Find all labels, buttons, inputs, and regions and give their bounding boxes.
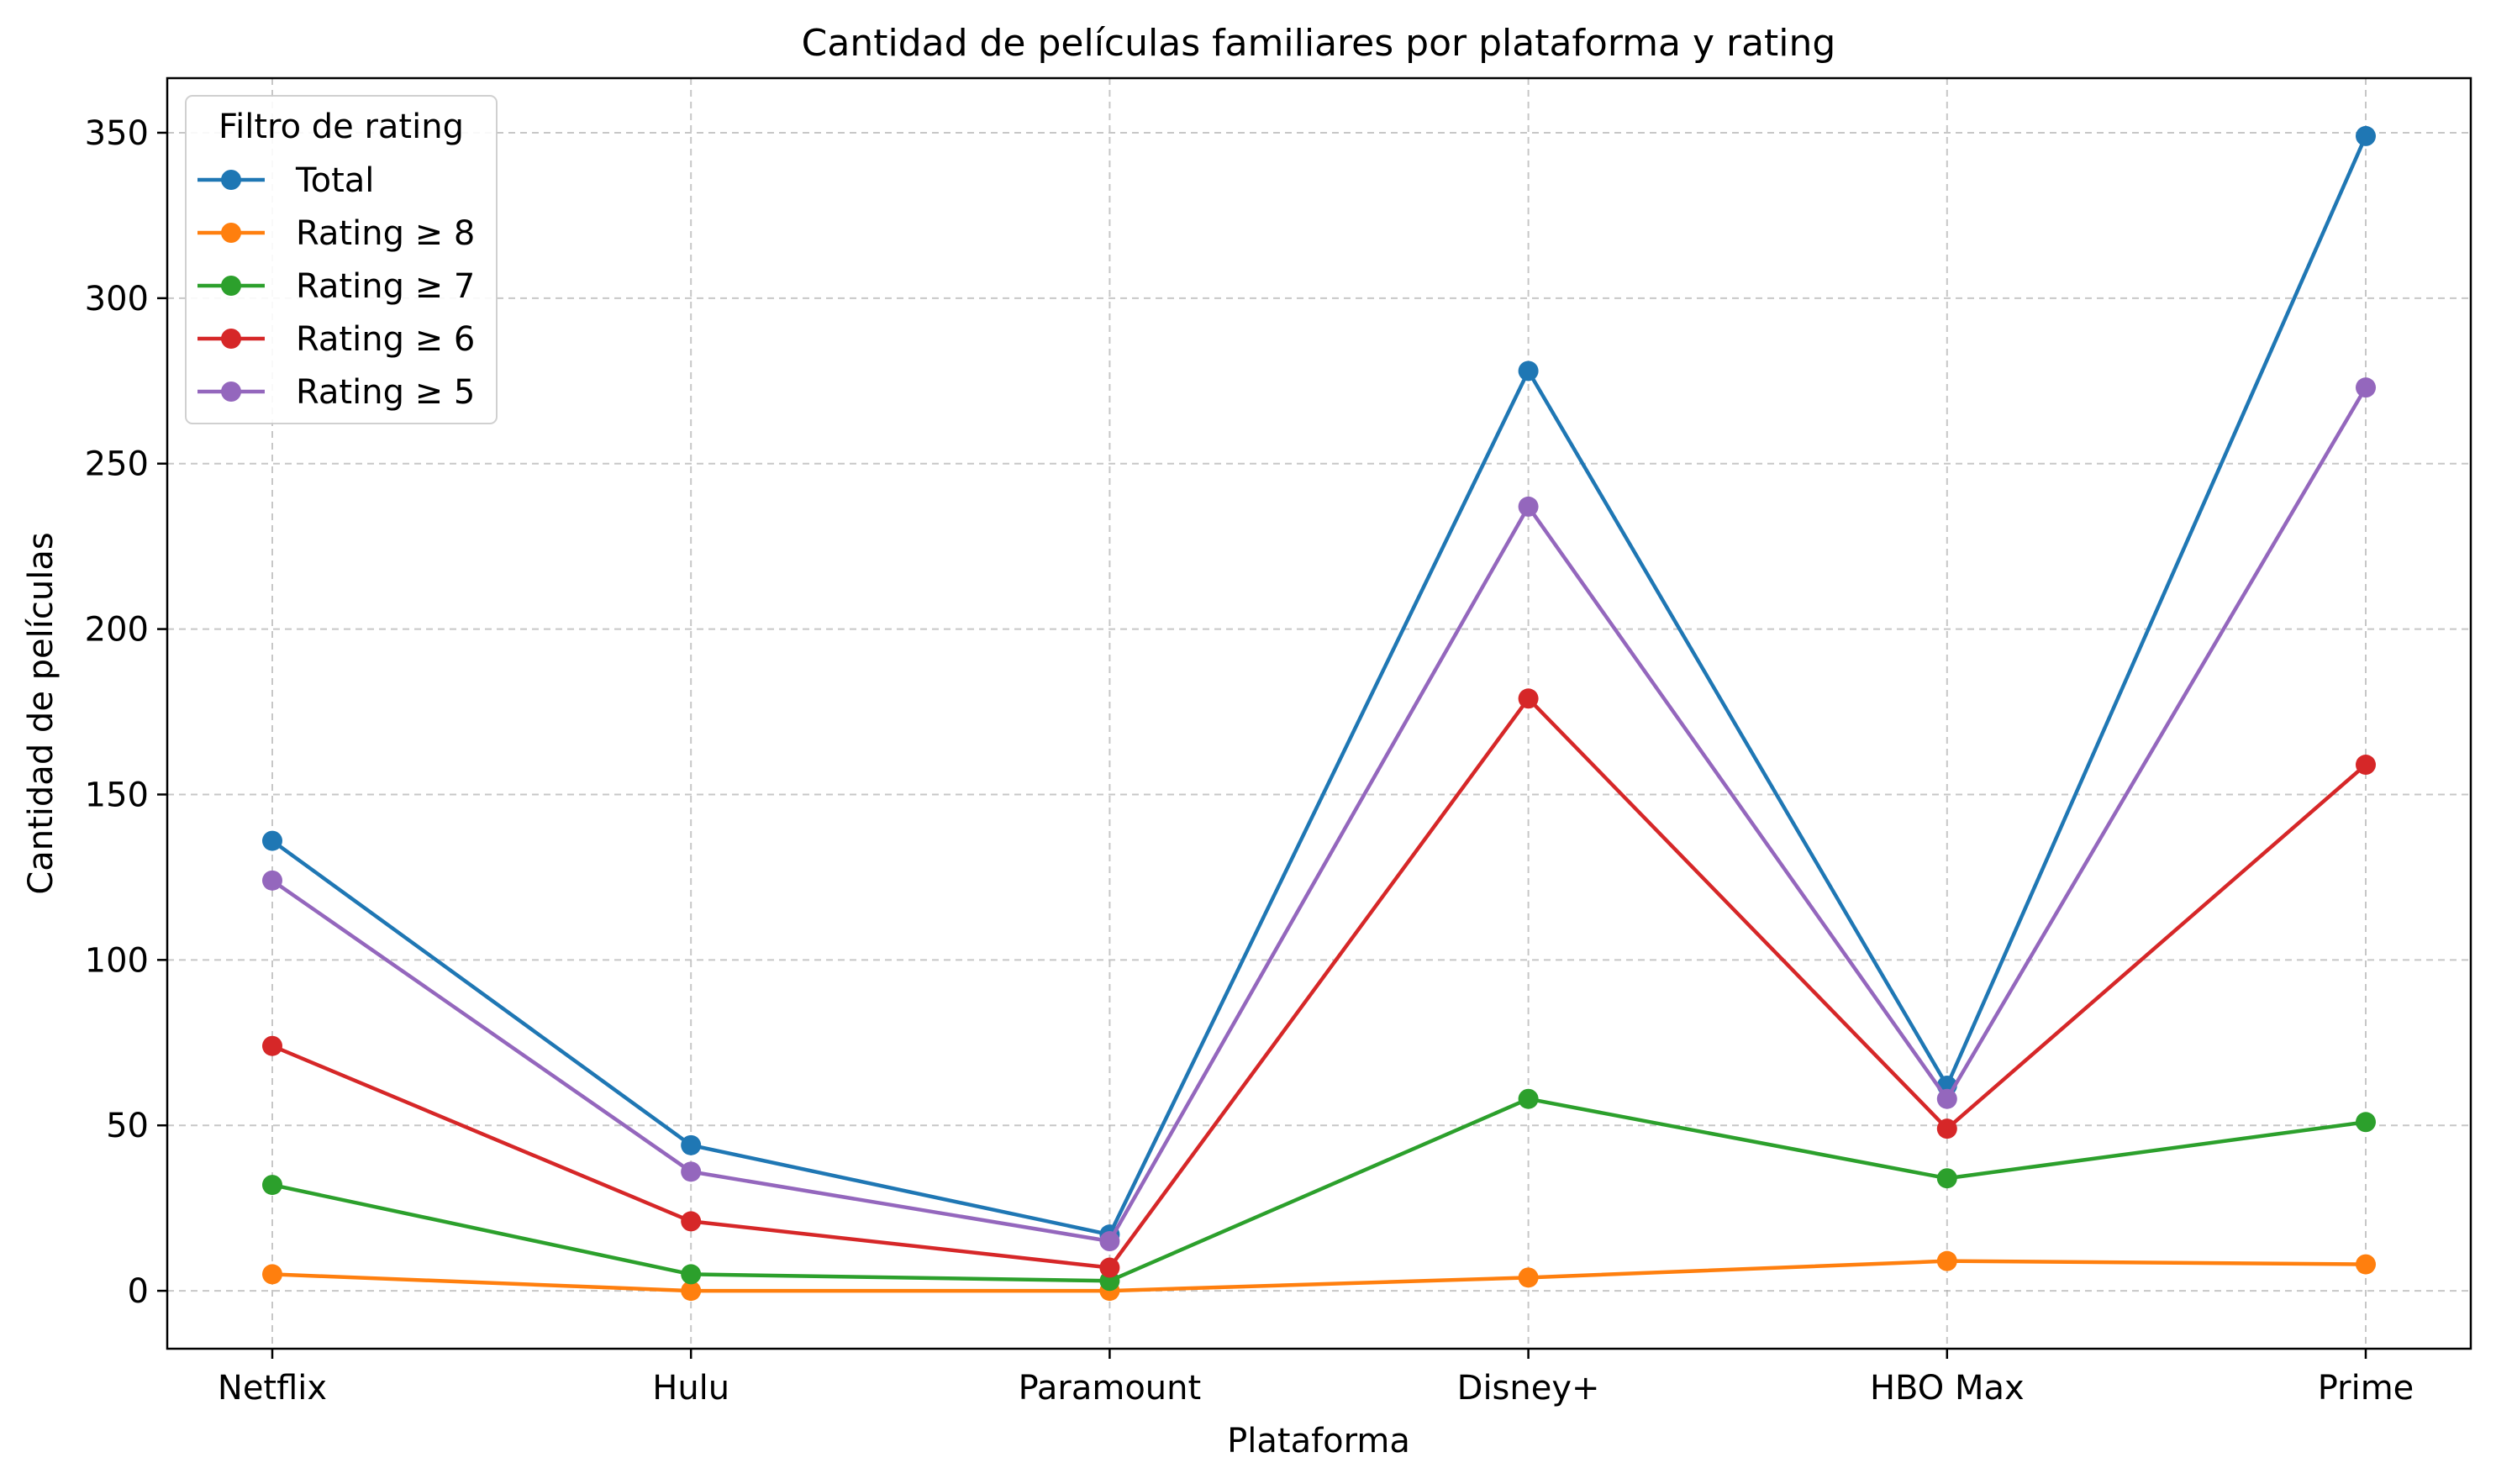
legend-item: Rating ≥ 6 <box>197 320 475 359</box>
y-tick-label: 350 <box>85 114 149 153</box>
legend-label: Total <box>295 161 374 200</box>
legend-swatch-marker <box>221 382 241 402</box>
data-point <box>2356 377 2376 398</box>
series-2 <box>262 1088 2376 1292</box>
data-point <box>262 1175 282 1196</box>
series-layer <box>262 125 2376 1302</box>
data-point <box>1099 1231 1120 1252</box>
x-tick-label: Disney+ <box>1457 1369 1600 1408</box>
series-line <box>270 697 2368 1270</box>
legend-title: Filtro de rating <box>219 108 464 146</box>
y-tick-label: 100 <box>85 941 149 980</box>
data-point <box>681 1161 702 1182</box>
x-tick-label: Prime <box>2318 1369 2414 1408</box>
legend-label: Rating ≥ 7 <box>296 267 475 306</box>
legend-label: Rating ≥ 6 <box>296 320 475 359</box>
plot-area-frame <box>166 76 2472 1350</box>
series-line <box>270 385 2368 1244</box>
data-point <box>681 1281 702 1302</box>
data-point <box>1518 360 1539 382</box>
legend: Filtro de rating Total Rating ≥ 8 Rating ≥… <box>185 95 498 424</box>
data-point <box>1099 1257 1120 1278</box>
legend-swatch-marker <box>221 223 241 243</box>
data-point <box>681 1264 702 1285</box>
series-3 <box>262 688 2376 1278</box>
data-point <box>681 1134 702 1155</box>
legend-label: Rating ≥ 8 <box>296 214 475 253</box>
data-point <box>262 870 282 891</box>
data-point <box>1518 1088 1539 1109</box>
axis-ticks: Netflix Hulu Paramount Disney+ HBO Max Prime 0… <box>85 114 2414 1408</box>
data-point <box>681 1211 702 1232</box>
data-point <box>2356 125 2376 146</box>
y-tick-label: 50 <box>106 1107 149 1145</box>
data-point <box>1936 1168 1957 1189</box>
series-0 <box>262 125 2376 1245</box>
legend-box <box>185 95 498 424</box>
data-point <box>2356 755 2376 776</box>
legend-item: Rating ≥ 8 <box>197 214 475 253</box>
data-point <box>1518 1267 1539 1288</box>
data-point <box>2356 1254 2376 1275</box>
series-line <box>270 1259 2368 1293</box>
data-point <box>1936 1088 1957 1109</box>
grid <box>167 78 2471 1349</box>
legend-swatch-marker <box>221 329 241 349</box>
legend-items: Total Rating ≥ 8 Rating ≥ 7 Rating ≥ 6 Ratin… <box>197 161 475 412</box>
series-1 <box>262 1250 2376 1302</box>
data-point <box>1936 1118 1957 1139</box>
legend-item: Rating ≥ 7 <box>197 267 475 306</box>
y-tick-label: 200 <box>85 611 149 650</box>
y-tick-label: 150 <box>85 776 149 814</box>
data-point <box>262 1035 282 1056</box>
x-tick-label: Hulu <box>652 1369 729 1408</box>
data-point <box>1518 496 1539 517</box>
legend-swatch-marker <box>221 276 241 296</box>
series-line <box>270 134 2368 1237</box>
series-line <box>270 1097 2368 1283</box>
data-point <box>262 1264 282 1285</box>
series-4 <box>262 377 2376 1252</box>
legend-swatch-marker <box>221 170 241 190</box>
legend-item: Total <box>197 161 374 200</box>
data-point <box>1936 1250 1957 1271</box>
legend-item: Rating ≥ 5 <box>197 373 475 412</box>
data-point <box>262 830 282 851</box>
x-tick-label: HBO Max <box>1870 1369 2025 1408</box>
y-tick-label: 0 <box>128 1272 149 1311</box>
chart-title: Cantidad de películas familiares por pla… <box>802 22 1836 65</box>
x-tick-label: Netflix <box>218 1369 327 1408</box>
data-point <box>2356 1112 2376 1133</box>
y-tick-label: 300 <box>85 280 149 318</box>
x-axis-label: Plataforma <box>1227 1422 1410 1460</box>
x-tick-label: Paramount <box>1019 1369 1202 1408</box>
data-point <box>1518 688 1539 709</box>
legend-label: Rating ≥ 5 <box>296 373 475 412</box>
y-axis-label: Cantidad de películas <box>22 532 61 894</box>
y-tick-label: 250 <box>85 445 149 484</box>
